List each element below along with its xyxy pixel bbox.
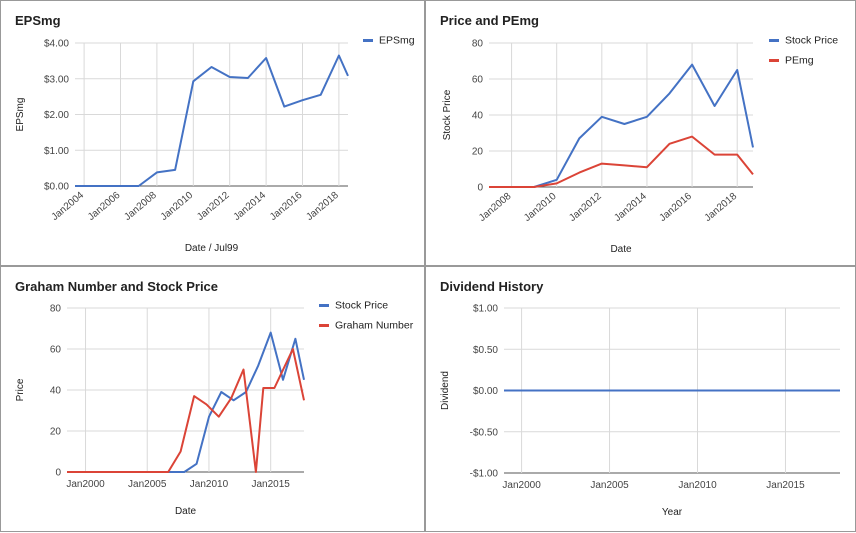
y-tick-label: -$0.50: [470, 427, 499, 438]
y-tick-label: 0: [55, 468, 61, 479]
series-line: [489, 63, 754, 188]
legend-label: EPSmg: [379, 35, 415, 47]
y-tick-label: $1.00: [44, 146, 69, 157]
y-tick-label: 80: [50, 304, 62, 315]
y-axis-label: Dividend: [440, 371, 451, 410]
y-tick-label: 60: [50, 345, 62, 356]
x-tick-label: Jan2004: [50, 190, 87, 223]
x-tick-label: Jan2012: [195, 190, 232, 223]
x-tick-label: Jan2000: [66, 479, 105, 490]
y-axis-label: Stock Price: [442, 89, 453, 140]
legend-swatch: [319, 304, 329, 307]
x-tick-label: Jan2014: [232, 190, 269, 223]
y-tick-label: $1.00: [473, 304, 498, 315]
x-tick-label: Jan2010: [190, 479, 229, 490]
x-tick-label: Jan2012: [567, 191, 604, 224]
y-tick-label: $0.00: [44, 182, 69, 193]
y-tick-label: 60: [472, 75, 484, 86]
y-tick-label: $0.00: [473, 386, 498, 397]
y-tick-label: 20: [50, 427, 62, 438]
legend-swatch: [769, 39, 779, 42]
chart-title: Price and PEmg: [440, 13, 539, 28]
x-tick-label: Jan2008: [477, 191, 514, 224]
y-tick-label: $2.00: [44, 110, 69, 121]
legend-swatch: [769, 59, 779, 62]
y-tick-label: $4.00: [44, 39, 69, 50]
legend-swatch: [363, 39, 373, 42]
x-tick-label: Jan2010: [678, 480, 717, 491]
graham-chart-panel: Graham Number and Stock Price 0 20 40 60 80 Ja…: [0, 266, 425, 532]
x-tick-label: Jan2015: [251, 479, 290, 490]
y-axis-label: EPSmg: [15, 98, 26, 132]
x-tick-label: Jan2016: [268, 190, 305, 223]
dividend-chart-panel: Dividend History -$1.00 -$0.50 $0.00 $0.50 $1…: [425, 266, 856, 532]
x-axis-label: Year: [662, 507, 683, 518]
y-tick-label: $3.00: [44, 74, 69, 85]
y-axis-label: Price: [15, 378, 26, 401]
x-tick-label: Jan2000: [502, 480, 541, 491]
x-axis-label: Date: [175, 506, 197, 517]
x-tick-label: Jan2005: [128, 479, 167, 490]
x-tick-label: Jan2010: [522, 191, 559, 224]
y-tick-label: -$1.00: [470, 469, 499, 480]
x-tick-label: Jan2010: [159, 190, 196, 223]
x-tick-label: Jan2006: [86, 190, 123, 223]
chart-title: Dividend History: [440, 279, 544, 294]
legend-label: Graham Number: [335, 320, 414, 332]
y-tick-label: $0.50: [473, 345, 498, 356]
y-tick-label: 0: [477, 183, 483, 194]
legend-label: PEmg: [785, 55, 814, 67]
eps-chart-panel: EPSmg $0.00 $1.00 $2.00 $3.00 $4.00 Jan2004 Jan…: [0, 0, 425, 266]
legend-label: Stock Price: [335, 300, 388, 312]
series-line: [489, 135, 754, 188]
legend-swatch: [319, 324, 329, 327]
series-line: [75, 54, 349, 187]
y-tick-label: 80: [472, 39, 484, 50]
price-pe-chart-panel: Price and PEmg 0 20 40 60 80 Jan2008 Jan2010 Jan…: [425, 0, 856, 266]
x-tick-label: Jan2018: [304, 190, 341, 223]
series-line: [67, 331, 305, 473]
chart-title: EPSmg: [15, 13, 61, 28]
x-tick-label: Jan2015: [766, 480, 805, 491]
series-line: [67, 348, 305, 473]
x-tick-label: Jan2016: [658, 191, 695, 224]
x-tick-label: Jan2005: [590, 480, 629, 491]
chart-svg: Dividend History -$1.00 -$0.50 $0.00 $0.50 $1…: [440, 279, 840, 518]
x-tick-label: Jan2014: [612, 191, 649, 224]
y-tick-label: 20: [472, 147, 484, 158]
legend-label: Stock Price: [785, 35, 838, 47]
x-axis-label: Date: [610, 244, 632, 255]
x-tick-label: Jan2008: [122, 190, 159, 223]
chart-title: Graham Number and Stock Price: [15, 279, 218, 294]
y-tick-label: 40: [50, 386, 62, 397]
chart-svg: Graham Number and Stock Price 0 20 40 60 80 Ja…: [15, 279, 414, 517]
y-tick-label: 40: [472, 111, 484, 122]
x-tick-label: Jan2018: [703, 191, 740, 224]
x-axis-label: Date / Jul99: [185, 243, 239, 254]
